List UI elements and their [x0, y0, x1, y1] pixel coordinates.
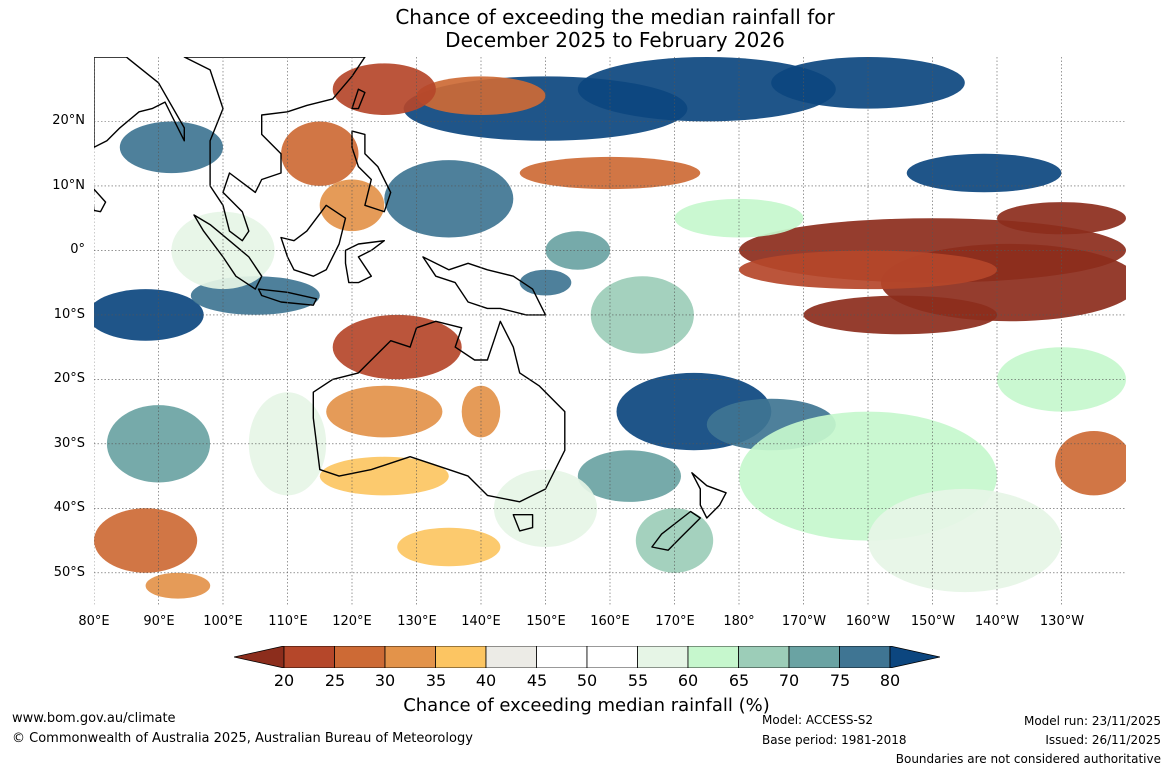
- colorbar-segment: [537, 646, 588, 668]
- longitude-label: 170°W: [782, 614, 826, 629]
- colorbar-segment: [436, 646, 487, 668]
- colorbar-segment: [284, 646, 335, 668]
- colorbar-tick-label: 45: [527, 671, 547, 690]
- longitude-label: 150°E: [526, 614, 566, 629]
- rainfall-map: [94, 57, 1126, 605]
- colorbar-tick-label: 55: [628, 671, 648, 690]
- longitude-label: 170°E: [655, 614, 695, 629]
- colorbar-tick-label: 75: [830, 671, 850, 690]
- colorbar-segment: [739, 646, 790, 668]
- longitude-label: 160°W: [846, 614, 890, 629]
- issued-text: Issued: 26/11/2025: [1045, 733, 1161, 747]
- longitude-label: 80°E: [78, 614, 109, 629]
- colorbar-title: Chance of exceeding median rainfall (%): [0, 695, 1173, 716]
- colorbar-tick-label: 35: [426, 671, 446, 690]
- longitude-label: 180°: [723, 614, 754, 629]
- website-text: www.bom.gov.au/climate: [12, 711, 176, 726]
- copyright-text: © Commonwealth of Australia 2025, Austra…: [12, 731, 473, 746]
- colorbar-tick-label: 80: [880, 671, 900, 690]
- longitude-label: 130°W: [1040, 614, 1084, 629]
- colorbar-tick-label: 65: [729, 671, 749, 690]
- disclaimer-text: Boundaries are not considered authoritat…: [896, 752, 1161, 766]
- map-title-line-1: Chance of exceeding the median rainfall …: [0, 5, 1173, 29]
- latitude-label: 30°S: [54, 436, 85, 451]
- map-title-line-2: December 2025 to February 2026: [0, 28, 1173, 52]
- colorbar-segment: [638, 646, 689, 668]
- longitude-label: 110°E: [268, 614, 308, 629]
- longitude-label: 150°W: [911, 614, 955, 629]
- latitude-label: 40°S: [54, 500, 85, 515]
- latitude-label: 10°N: [52, 178, 85, 193]
- colorbar-extend-high: [890, 646, 940, 668]
- colorbar: [234, 646, 940, 668]
- latitude-label: 20°S: [54, 371, 85, 386]
- longitude-label: 140°W: [975, 614, 1019, 629]
- longitude-label: 90°E: [143, 614, 174, 629]
- latitude-label: 0°: [70, 242, 85, 257]
- colorbar-tick-label: 60: [678, 671, 698, 690]
- colorbar-segment: [486, 646, 537, 668]
- colorbar-tick-label: 25: [325, 671, 345, 690]
- longitude-label: 140°E: [461, 614, 501, 629]
- colorbar-segment: [789, 646, 840, 668]
- base-period-text: Base period: 1981-2018: [762, 733, 907, 747]
- colorbar-segment: [335, 646, 386, 668]
- latitude-label: 50°S: [54, 565, 85, 580]
- colorbar-tick-label: 70: [779, 671, 799, 690]
- model-run-text: Model run: 23/11/2025: [1024, 714, 1161, 728]
- longitude-label: 100°E: [203, 614, 243, 629]
- longitude-label: 120°E: [332, 614, 372, 629]
- colorbar-tick-label: 40: [476, 671, 496, 690]
- latitude-label: 20°N: [52, 113, 85, 128]
- longitude-label: 160°E: [590, 614, 630, 629]
- colorbar-segment: [840, 646, 891, 668]
- latitude-label: 10°S: [54, 307, 85, 322]
- colorbar-tick-label: 30: [375, 671, 395, 690]
- colorbar-tick-label: 20: [274, 671, 294, 690]
- longitude-label: 130°E: [397, 614, 437, 629]
- colorbar-segment: [587, 646, 638, 668]
- model-text: Model: ACCESS-S2: [762, 713, 873, 727]
- colorbar-tick-label: 50: [577, 671, 597, 690]
- colorbar-segment: [385, 646, 436, 668]
- colorbar-extend-low: [234, 646, 284, 668]
- colorbar-segment: [688, 646, 739, 668]
